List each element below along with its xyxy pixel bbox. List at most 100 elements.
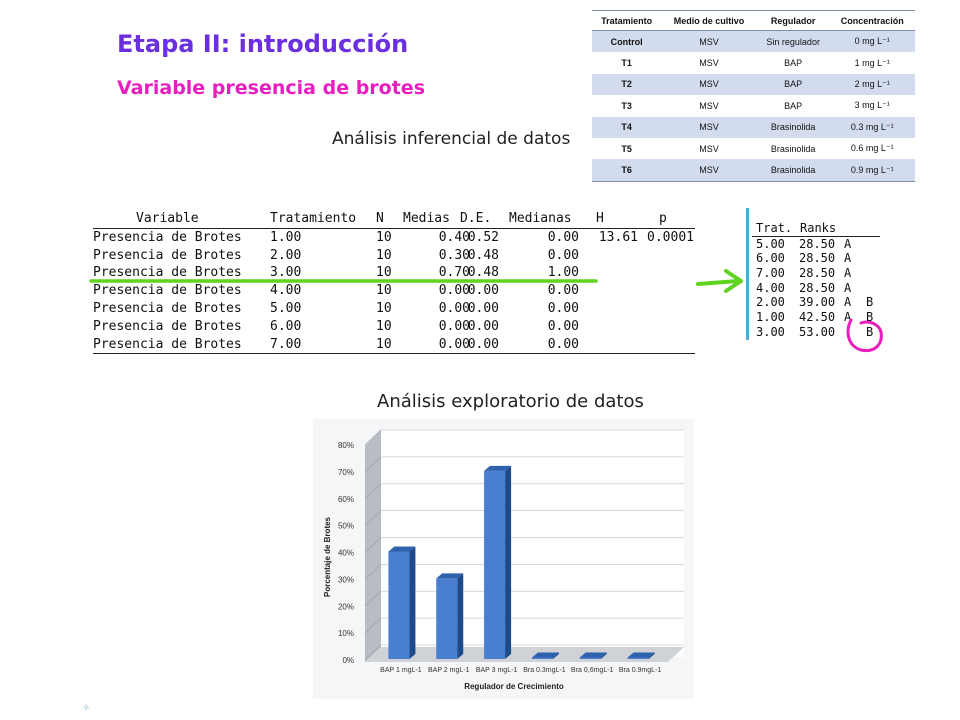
circle-annotation (846, 318, 883, 353)
x-tick-label: BAP 2 mgL-1 (428, 667, 470, 674)
ranks-header: Trat. Ranks (752, 221, 880, 237)
treatment-cell: Control (592, 30, 662, 53)
highlight-underline (89, 278, 598, 284)
ranks-cell: 42.50 (799, 310, 836, 325)
kruskal-cell: 0.00 (547, 318, 579, 334)
ranks-cell: 28.50 (799, 236, 836, 251)
kruskal-cell: 1.00 (547, 265, 579, 281)
kruskal-header-cell: D.E. (460, 211, 492, 226)
ranks-cell: B (866, 310, 874, 325)
list-item: 4.00 28.50 A (752, 281, 880, 296)
table-row: Presencia de Brotes 4.00 10 0.00 0.00 0.00 (93, 282, 695, 300)
treatment-cell: BAP (756, 73, 830, 96)
kruskal-cell: 0.00 (547, 283, 579, 299)
treatment-row: T1 MSV BAP 1 mg L⁻¹ (592, 52, 915, 73)
corner-logo-icon: ✧ (82, 703, 91, 714)
gridline-side (364, 429, 382, 446)
ranks-cell: B (866, 295, 874, 310)
kruskal-cell: 10 (376, 229, 392, 245)
table-row: Presencia de Brotes 1.00 10 0.40 0.52 0.00 13.… (93, 229, 695, 247)
ranks-cell: 7.00 (756, 266, 785, 281)
ranks-cell: A (844, 251, 852, 266)
x-tick-label: Bra 0.3mgL-1 (523, 667, 566, 674)
treatment-row: T3 MSV BAP 3 mg L⁻¹ (592, 95, 915, 116)
treatment-cell: MSV (699, 100, 719, 111)
gridline-side (364, 510, 382, 526)
y-tick-label: 0% (342, 656, 354, 665)
kruskal-cell: 0.0001 (647, 229, 694, 245)
kruskal-cell: Presencia de Brotes (93, 247, 242, 263)
bar (436, 573, 464, 659)
treatment-cell: T1 (621, 58, 632, 69)
treatment-cell: T4 (592, 116, 662, 138)
exploratory-heading: Análisis exploratorio de datos (377, 391, 644, 412)
bar-chart: 0% 10% 20% 30% 40% 50% 60% 70% 80% BAP 1 mgL-1 BA… (323, 429, 684, 691)
ranks-cell: 39.00 (799, 295, 836, 310)
ranks-table: Trat. Ranks 5.00 28.50 A 6.00 28.50 A 7.00 28.50 A… (752, 221, 880, 340)
list-item: 7.00 28.50 A (752, 266, 880, 281)
treatment-cell: MSV (661, 73, 757, 96)
kruskal-header-cell: Tratamiento (270, 211, 357, 226)
treatment-row: Control MSV Sin regulador 0 mg L⁻¹ (592, 30, 915, 53)
treatment-cell: Brasinolida (756, 116, 830, 138)
x-tick-label: BAP 3 mgL-1 (476, 667, 518, 674)
x-axis-label: Regulador de Crecimiento (464, 682, 564, 691)
x-tick-label: Bra 0,6mgL-1 (571, 667, 614, 674)
bar (579, 652, 607, 659)
kruskal-cell: 0.00 (547, 336, 579, 352)
kruskal-cell: 6.00 (270, 318, 302, 334)
bar (531, 652, 559, 659)
kruskal-cell: 0.00 (467, 300, 499, 316)
treatment-cell: 3 mg L⁻¹ (854, 100, 890, 111)
ranks-cell: 4.00 (756, 280, 785, 295)
kruskal-cell: 0.00 (438, 300, 470, 316)
gridline-side (364, 564, 382, 580)
treatment-cell: 0.6 mg L⁻¹ (850, 143, 894, 154)
kruskal-cell: 0.30 (438, 247, 470, 263)
treatment-row: T4 MSV Brasinolida 0.3 mg L⁻¹ (592, 116, 915, 138)
list-item: 6.00 28.50 A (752, 251, 880, 266)
list-item: 2.00 39.00 A B (752, 295, 880, 310)
treatment-cell: T3 (621, 100, 632, 111)
kruskal-cell: 0.00 (438, 336, 470, 352)
ranks-cell: 28.50 (799, 251, 836, 266)
treatment-row: T6 MSV Brasinolida 0.9 mg L⁻¹ (592, 159, 915, 182)
treatment-cell: BAP (784, 58, 803, 69)
ranks-cell: A (844, 280, 852, 295)
kruskal-cell: 7.00 (270, 336, 302, 352)
kruskal-cell: 2.00 (270, 247, 302, 263)
y-tick-label: 50% (338, 522, 354, 531)
kruskal-cell: Presencia de Brotes (93, 318, 242, 334)
treatment-cell: 2 mg L⁻¹ (829, 73, 915, 96)
kruskal-cell: Presencia de Brotes (93, 283, 242, 299)
gridline-side (364, 644, 382, 661)
gridline-side (364, 456, 382, 473)
treatment-cell: Brasinolida (770, 143, 816, 154)
kruskal-header-cell: p (659, 211, 667, 226)
treatment-cell: MSV (699, 143, 719, 154)
treatment-cell: 0 mg L⁻¹ (829, 30, 915, 53)
kruskal-cell: 10 (376, 265, 392, 281)
kruskal-header-cell: N (376, 211, 384, 226)
kruskal-cell: 10 (376, 300, 392, 316)
kruskal-cell: 3.00 (270, 265, 302, 281)
ranks-cell: 53.00 (799, 324, 836, 339)
kruskal-cell: 1.00 (270, 229, 302, 245)
list-item: 5.00 28.50 A (752, 237, 880, 252)
kruskal-cell: 10 (376, 247, 392, 263)
kruskal-cell: Presencia de Brotes (93, 300, 242, 316)
kruskal-cell: 0.00 (467, 336, 499, 352)
ranks-cell: B (866, 324, 874, 339)
table-row: Presencia de Brotes 5.00 10 0.00 0.00 0.00 (93, 300, 695, 318)
plot-area (381, 430, 684, 657)
kruskal-cell: 0.00 (438, 283, 470, 299)
treatment-cell: MSV (661, 116, 757, 138)
kruskal-cell: 10 (376, 283, 392, 299)
list-item: 1.00 42.50 A B (752, 310, 880, 325)
col-medio: Medio de cultivo (661, 10, 757, 31)
treatment-cell: MSV (661, 30, 757, 53)
kruskal-cell: 0.70 (438, 265, 470, 281)
list-item: 3.00 53.00 B (752, 325, 880, 340)
table-row: Presencia de Brotes 6.00 10 0.00 0.00 0.00 (93, 318, 695, 336)
